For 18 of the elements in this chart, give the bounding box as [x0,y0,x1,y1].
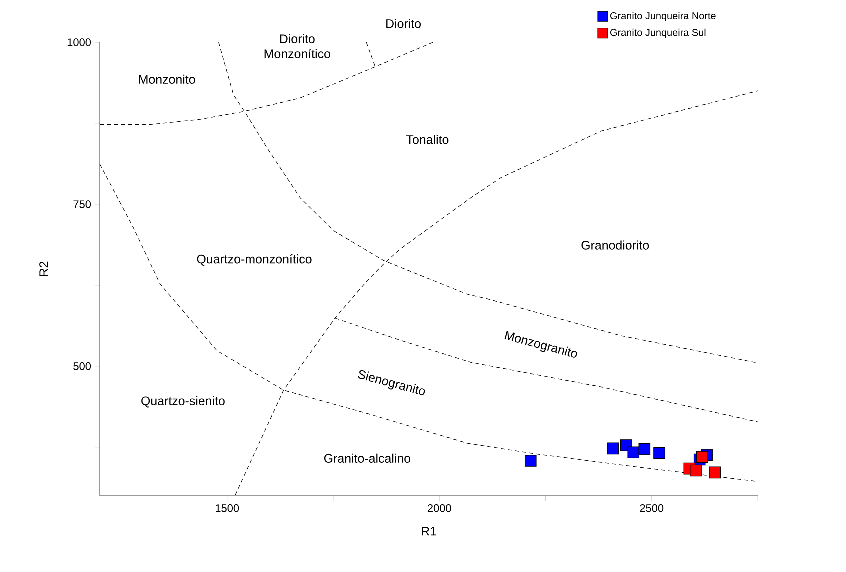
annotation: Quartzo-monzonítico [197,254,312,266]
y-tick-label: 1000 [68,38,92,46]
annotation: Granodiorito [582,240,650,250]
x-tick-label: 1500 [216,504,240,512]
y-axis-title: R2 [40,262,48,276]
annotation: Monzonito [139,74,196,84]
annotation: Tonalito [406,135,449,144]
x-axis-title: R1 [422,527,436,536]
legend-label: Granito Junqueira Norte [610,12,716,22]
x-tick-label: 2500 [640,504,664,512]
x-tick-label: 2000 [428,504,452,512]
annotation: Granito-alcalino [324,454,411,463]
text: Diorito [386,19,421,28]
y-tick-label: 500 [74,362,92,370]
annotation: Diorito Monzonítico [264,34,330,58]
annotation: Quartzo-sienito [142,396,225,408]
legend-label: Granito Junqueira Sul [610,28,706,38]
y-tick-label: 750 [74,200,92,208]
